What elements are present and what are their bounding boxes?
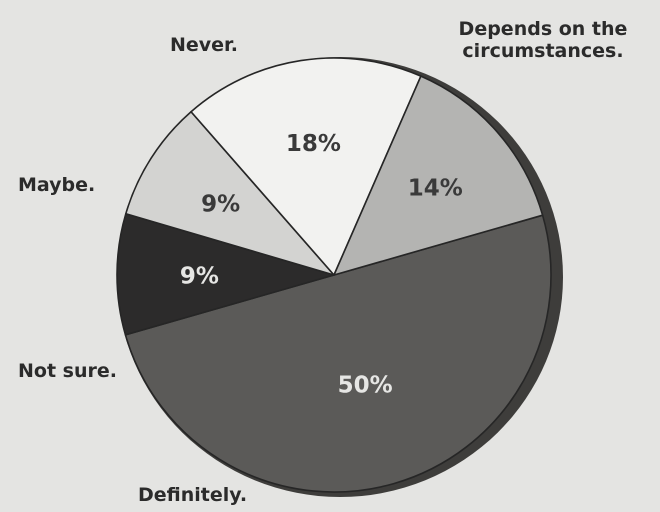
value-label-never: 14% [408, 175, 463, 201]
pie-slice-depends [124, 214, 552, 493]
pie-slice-not-sure [116, 212, 335, 336]
pie-slice-never [333, 75, 544, 276]
value-label-definitely: 9% [201, 192, 240, 218]
pie-slice-definitely [125, 110, 335, 276]
pie-slice-maybe [190, 57, 422, 276]
category-label-never: Never. [170, 34, 238, 56]
category-label-depends: Depends on the circumstances. [458, 18, 628, 62]
category-label-definitely: Definitely. [138, 484, 248, 506]
category-label-not-sure: Not sure. [18, 360, 117, 382]
value-label-not-sure: 9% [180, 264, 219, 290]
category-label-maybe: Maybe. [18, 174, 96, 196]
value-label-depends: 50% [338, 372, 393, 398]
value-label-maybe: 18% [286, 131, 341, 157]
